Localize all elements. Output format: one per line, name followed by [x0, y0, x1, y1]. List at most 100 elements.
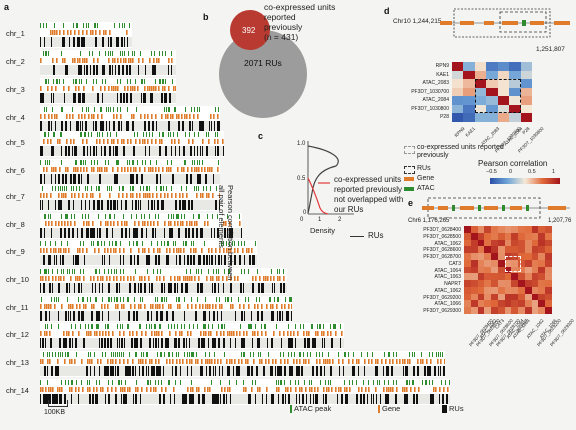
- chr-track-12: [40, 323, 344, 349]
- heatmap-e-row-label: PF3D7_0629300: [423, 308, 461, 315]
- heatmap-d-cell: [452, 87, 464, 97]
- heatmap-e-cell: [531, 259, 539, 267]
- chr-track-9: [40, 240, 257, 266]
- heatmap-e-cell: [497, 307, 505, 315]
- venn-diagram: [219, 10, 307, 118]
- heatmap-e-cell: [518, 307, 526, 315]
- heatmap-e-cell: [464, 307, 472, 315]
- heatmap-e-cell: [477, 280, 485, 288]
- heatmap-e-cell: [538, 246, 546, 254]
- heatmap-e-cell: [524, 300, 532, 308]
- heatmap-e-cell: [464, 232, 472, 240]
- heatmap-e-cell: [531, 266, 539, 274]
- heatmap-d-row-label: PF3D7_1030800: [411, 105, 449, 112]
- chr-track-10: [40, 268, 287, 294]
- heatmap-d-cell: [497, 104, 510, 114]
- colorbar-title: Pearson correlation: [478, 159, 548, 168]
- venn-outer-value: 2071 RUs: [244, 58, 282, 68]
- heatmap-e-cell: [531, 300, 539, 308]
- legend-gene-box: [404, 177, 414, 181]
- heatmap-e-cell: [538, 286, 546, 294]
- chr-label-2: chr_2: [6, 57, 25, 66]
- heatmap-e-cell: [545, 266, 553, 274]
- heatmap-e-cell: [464, 300, 472, 308]
- heatmap-d-cell: [452, 96, 464, 106]
- heatmap-e-cell: [504, 286, 512, 294]
- heatmap-e-cell: [477, 286, 485, 294]
- heatmap-e-cell: [511, 239, 519, 247]
- heatmap-e-cell: [538, 232, 546, 240]
- heatmap-e-cell: [545, 280, 553, 288]
- heatmap-d-row-label: PF3D7_1030700: [411, 88, 449, 95]
- heatmap-e-cell: [491, 266, 499, 274]
- panel-d-heatmap: [452, 62, 533, 123]
- ytick-0: 0: [303, 210, 307, 216]
- heatmap-e-row-label: NAPRT: [444, 281, 461, 288]
- legend-rus-line-label: RUs: [368, 231, 384, 240]
- heatmap-d-cell: [463, 87, 476, 97]
- heatmap-e-cell: [464, 273, 472, 281]
- heatmap-e-cell: [511, 280, 519, 288]
- chr-track-2: [40, 50, 176, 76]
- heatmap-e-cell: [477, 307, 485, 315]
- heatmap-e-cell: [545, 286, 553, 294]
- heatmap-d-cell: [497, 113, 510, 123]
- heatmap-e-cell: [538, 307, 546, 315]
- chr-track-13: [40, 351, 445, 377]
- heatmap-d-cell: [452, 70, 464, 80]
- heatmap-e-cell: [504, 266, 512, 274]
- heatmap-e-cell: [497, 226, 505, 234]
- chr-label-14: chr_14: [6, 386, 29, 395]
- panel-c-ylabel: Pearson correlation between all pair of e…: [217, 185, 235, 281]
- heatmap-e-cell: [538, 273, 546, 281]
- panel-c-label: c: [258, 131, 264, 141]
- xtick-2: 2: [338, 217, 342, 223]
- scale-bar-label: 100KB: [44, 409, 66, 416]
- heatmap-e-cell: [518, 246, 526, 254]
- heatmap-e-cell: [524, 259, 532, 267]
- heatmap-e-cell: [518, 226, 526, 234]
- heatmap-e-row-label: ATAC_1063: [434, 274, 462, 281]
- heatmap-e-cell: [497, 266, 505, 274]
- heatmap-e-cell: [470, 300, 478, 308]
- ytick-1: 1.0: [297, 141, 306, 147]
- heatmap-e-cell: [518, 286, 526, 294]
- heatmap-e-cell: [538, 300, 546, 308]
- heatmap-e-cell: [524, 253, 532, 261]
- heatmap-e-row-label: PF3D7_0628500: [423, 233, 461, 240]
- heatmap-d-cell: [474, 79, 487, 88]
- heatmap-d-cell: [520, 104, 533, 114]
- heatmap-e-row-label: ATAC_1066: [434, 301, 462, 308]
- venn-inner-value: 392: [242, 26, 256, 35]
- heatmap-e-cell: [484, 246, 492, 254]
- heatmap-d-cell: [520, 113, 533, 123]
- chr-label-9: chr_9: [6, 247, 25, 256]
- venn-title: co-expressed units reported previously (n =…: [264, 2, 336, 42]
- chr-track-1: [40, 22, 132, 48]
- legend-rus-box: [404, 166, 415, 174]
- ytick-05: 0.5: [297, 176, 306, 182]
- scale-bar: [48, 400, 68, 407]
- heatmap-d-row-label: P28: [440, 114, 449, 121]
- heatmap-e-cell: [497, 232, 505, 240]
- heatmap-e-cell: [524, 226, 532, 234]
- reported-density-line: [307, 177, 329, 215]
- heatmap-e-cell: [491, 273, 499, 281]
- heatmap-e-cell: [538, 259, 546, 267]
- heatmap-e-cell: [538, 293, 546, 301]
- chr-track-4: [40, 106, 220, 132]
- heatmap-e-cell: [497, 286, 505, 294]
- previous-units-circle: [230, 10, 270, 50]
- heatmap-e-cell: [477, 226, 485, 234]
- heatmap-e-cell: [477, 246, 485, 254]
- chr-label-5: chr_5: [6, 138, 25, 147]
- heatmap-e-row-label: PF3D7_0628700: [423, 254, 461, 261]
- heatmap-e-cell: [511, 232, 519, 240]
- heatmap-e-cell: [484, 259, 492, 267]
- heatmap-e-cell: [491, 293, 499, 301]
- legend-rus: RUs: [442, 404, 464, 414]
- heatmap-e-cell: [518, 300, 526, 308]
- panel-e-coord-right: 1,207,76: [548, 218, 572, 224]
- heatmap-e-cell: [470, 246, 478, 254]
- heatmap-e-cell: [531, 253, 539, 261]
